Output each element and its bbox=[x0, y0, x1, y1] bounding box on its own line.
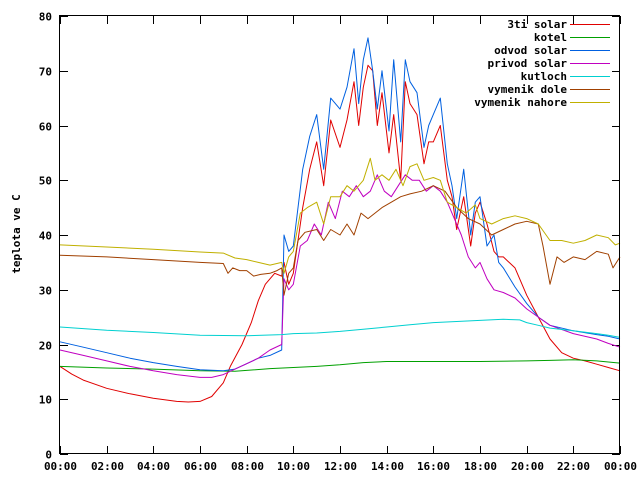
x-tick-label: 04:00 bbox=[137, 460, 170, 473]
series-lines bbox=[59, 37, 621, 403]
y-tick-label: 30 bbox=[39, 285, 52, 298]
x-tick-label: 02:00 bbox=[91, 460, 124, 473]
y-tick-label: 10 bbox=[39, 394, 52, 407]
series-line-3 bbox=[59, 174, 621, 378]
x-tick-label: 00:00 bbox=[604, 460, 637, 473]
legend-label: vymenik dole bbox=[488, 83, 568, 96]
y-tick-label: 0 bbox=[45, 449, 52, 462]
legend-label: privod solar bbox=[488, 57, 568, 70]
x-tick-label: 16:00 bbox=[417, 460, 450, 473]
series-line-6 bbox=[59, 157, 621, 274]
x-tick-label: 08:00 bbox=[231, 460, 264, 473]
y-tick-label: 50 bbox=[39, 175, 52, 188]
legend-label: vymenik nahore bbox=[474, 96, 567, 109]
legend-label: kotel bbox=[534, 31, 567, 44]
x-tick-label: 20:00 bbox=[511, 460, 544, 473]
plot-frame bbox=[59, 15, 620, 454]
x-tick-labels: 00:00 02:00 04:00 06:00 08:00 10:00 12:00 14:00… bbox=[44, 460, 637, 473]
x-tick-label: 10:00 bbox=[277, 460, 310, 473]
x-tick-label: 22:00 bbox=[557, 460, 590, 473]
x-tick-label: 18:00 bbox=[464, 460, 497, 473]
y-axis-label: teplota ve C bbox=[10, 194, 23, 273]
legend-label: 3ti solar bbox=[507, 18, 567, 31]
series-line-4 bbox=[59, 318, 621, 338]
y-tick-label: 60 bbox=[39, 121, 52, 134]
x-tick-label: 06:00 bbox=[184, 460, 217, 473]
legend-label: kutloch bbox=[521, 70, 567, 83]
x-tick-label: 12:00 bbox=[324, 460, 357, 473]
x-tick-label: 14:00 bbox=[371, 460, 404, 473]
x-tick-label: 00:00 bbox=[44, 460, 77, 473]
y-tick-label: 40 bbox=[39, 230, 52, 243]
legend-label: odvod solar bbox=[494, 44, 567, 57]
series-line-5 bbox=[59, 185, 621, 296]
y-tick-label: 70 bbox=[39, 66, 52, 79]
series-line-0 bbox=[59, 64, 621, 403]
y-tick-label: 80 bbox=[39, 11, 52, 24]
y-tick-labels: 0 10 20 30 40 50 60 70 80 bbox=[39, 11, 52, 462]
y-tick-label: 20 bbox=[39, 340, 52, 353]
series-line-1 bbox=[59, 359, 621, 372]
